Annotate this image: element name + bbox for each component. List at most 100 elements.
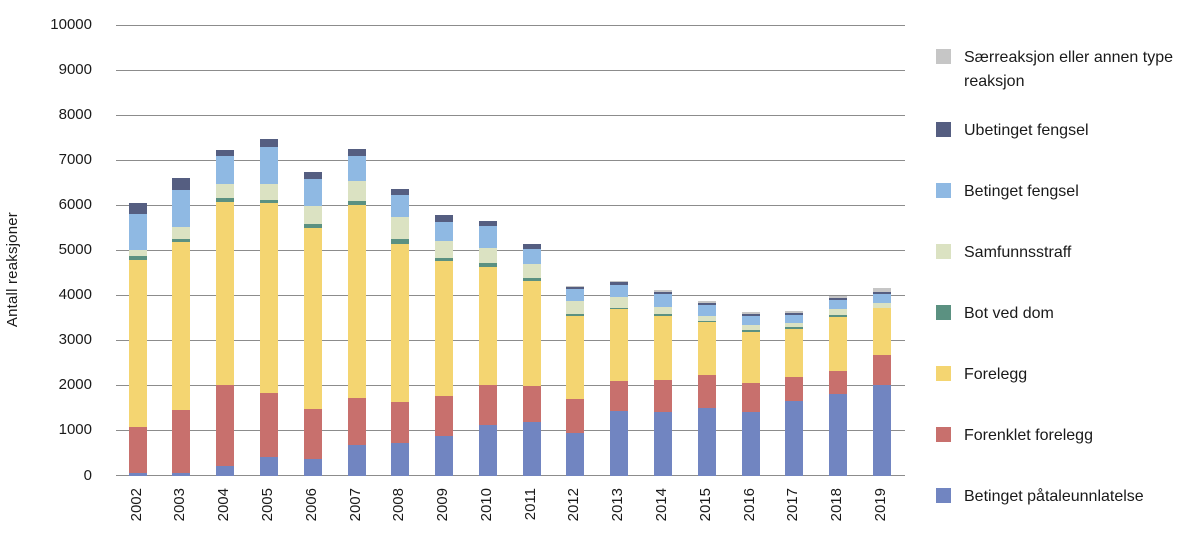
segment-betinget_pataleunnlatelse <box>435 435 454 476</box>
legend-item-betinget_pataleunnlatelse: Betinget påtaleunnlatelse <box>936 485 1194 509</box>
legend-swatch-ubetinget_fengsel <box>936 122 951 137</box>
x-tick-label: 2007 <box>346 487 364 521</box>
x-tick-label: 2012 <box>565 487 583 521</box>
legend-item-forenklet_forelegg: Forenklet forelegg <box>936 424 1194 448</box>
segment-betinget_fengsel <box>216 155 235 184</box>
x-tick-label: 2014 <box>653 487 670 521</box>
y-axis-title-text: Antall reaksjoner <box>4 212 21 328</box>
x-tick-label: 2019 <box>872 487 889 521</box>
segment-ubetinget_fengsel <box>216 149 235 156</box>
segment-samfunnsstraff <box>566 300 585 315</box>
segment-samfunnsstraff <box>128 250 147 257</box>
segment-bot_ved_dom <box>435 257 454 262</box>
segment-forelegg <box>435 261 454 397</box>
x-tick-2004: 2004 <box>215 488 232 526</box>
x-tick-2003: 2003 <box>171 488 188 526</box>
legend-swatch-betinget_fengsel <box>936 183 951 198</box>
x-tick-label: 2004 <box>215 487 233 521</box>
segment-betinget_fengsel <box>128 214 147 251</box>
segment-betinget_fengsel <box>829 300 848 310</box>
y-tick-label: 10000 <box>50 16 92 33</box>
legend-item-bot_ved_dom: Bot ved dom <box>936 302 1194 326</box>
segment-ubetinget_fengsel <box>303 171 322 180</box>
segment-betinget_pataleunnlatelse <box>697 407 716 476</box>
y-axis-title: Antall reaksjoner <box>4 140 21 400</box>
segment-betinget_fengsel <box>566 289 585 301</box>
segment-forelegg <box>347 205 366 399</box>
segment-forenklet_forelegg <box>741 383 760 413</box>
legend-swatch-samfunnsstraff <box>936 244 951 259</box>
bar-2015 <box>697 301 716 476</box>
x-tick-2014: 2014 <box>653 488 670 526</box>
x-tick-2017: 2017 <box>784 488 801 526</box>
segment-ubetinget_fengsel <box>128 203 147 215</box>
segment-forelegg <box>216 202 235 385</box>
segment-forenklet_forelegg <box>785 376 804 401</box>
bar-2019 <box>873 288 891 476</box>
segment-betinget_fengsel <box>435 221 454 242</box>
segment-forenklet_forelegg <box>172 409 191 473</box>
segment-ubetinget_fengsel <box>522 244 541 249</box>
segment-betinget_pataleunnlatelse <box>128 472 147 476</box>
y-tick-label: 6000 <box>58 196 92 214</box>
segment-samfunnsstraff <box>259 183 278 201</box>
segment-bot_ved_dom <box>741 329 760 332</box>
segment-betinget_fengsel <box>785 315 804 324</box>
segment-forenklet_forelegg <box>654 380 672 413</box>
segment-forelegg <box>259 203 278 393</box>
segment-forelegg <box>566 315 585 400</box>
segment-ubetinget_fengsel <box>785 312 804 316</box>
segment-forelegg <box>785 329 804 377</box>
segment-forenklet_forelegg <box>303 408 322 459</box>
x-tick-label: 2018 <box>828 487 846 521</box>
x-tick-label: 2003 <box>171 487 189 521</box>
gridline <box>116 159 905 161</box>
x-tick-2009: 2009 <box>434 488 451 526</box>
x-tick-label: 2009 <box>434 487 452 521</box>
segment-samfunnsstraff <box>391 217 410 239</box>
segment-forelegg <box>610 309 629 382</box>
x-tick-2011: 2011 <box>522 488 539 525</box>
legend-swatch-bot_ved_dom <box>936 305 951 320</box>
segment-betinget_fengsel <box>347 156 366 181</box>
segment-samfunnsstraff <box>785 323 804 328</box>
segment-betinget_fengsel <box>697 305 716 316</box>
bar-2008 <box>391 188 410 476</box>
segment-samfunnsstraff <box>829 309 848 316</box>
legend-swatch-forenklet_forelegg <box>936 427 951 442</box>
segment-betinget_pataleunnlatelse <box>303 458 322 476</box>
segment-forelegg <box>303 227 322 409</box>
gridline <box>116 429 905 431</box>
y-tick-label: 7000 <box>58 151 92 169</box>
bar-2004 <box>216 149 235 476</box>
legend-label: Forelegg <box>964 366 1028 383</box>
x-tick-2008: 2008 <box>390 488 407 526</box>
segment-bot_ved_dom <box>478 263 497 268</box>
bar-2005 <box>259 139 278 476</box>
segment-bot_ved_dom <box>654 313 672 316</box>
x-tick-label: 2010 <box>477 487 495 521</box>
y-tick-label: 0 <box>83 466 92 484</box>
legend-swatch-betinget_pataleunnlatelse <box>936 488 951 503</box>
segment-forenklet_forelegg <box>610 381 629 412</box>
segment-ubetinget_fengsel <box>478 220 497 227</box>
segment-betinget_fengsel <box>873 293 891 303</box>
gridline <box>116 384 905 386</box>
segment-forenklet_forelegg <box>435 396 454 436</box>
legend-label: Særreaksjon eller annen type reaksjon <box>964 49 1174 90</box>
segment-betinget_fengsel <box>172 189 191 228</box>
segment-betinget_pataleunnlatelse <box>566 432 585 476</box>
x-tick-label: 2008 <box>390 487 408 521</box>
segment-forenklet_forelegg <box>566 399 585 433</box>
segment-betinget_fengsel <box>610 285 629 298</box>
segment-betinget_pataleunnlatelse <box>610 411 629 476</box>
segment-betinget_pataleunnlatelse <box>654 412 672 476</box>
legend: Særreaksjon eller annen type reaksjon Ube… <box>936 46 1194 546</box>
segment-bot_ved_dom <box>172 238 191 243</box>
gridline <box>116 339 905 341</box>
bar-2010 <box>478 220 497 476</box>
segment-ubetinget_fengsel <box>172 178 191 190</box>
segment-saerreaksjon <box>697 301 716 304</box>
segment-betinget_fengsel <box>259 146 278 184</box>
